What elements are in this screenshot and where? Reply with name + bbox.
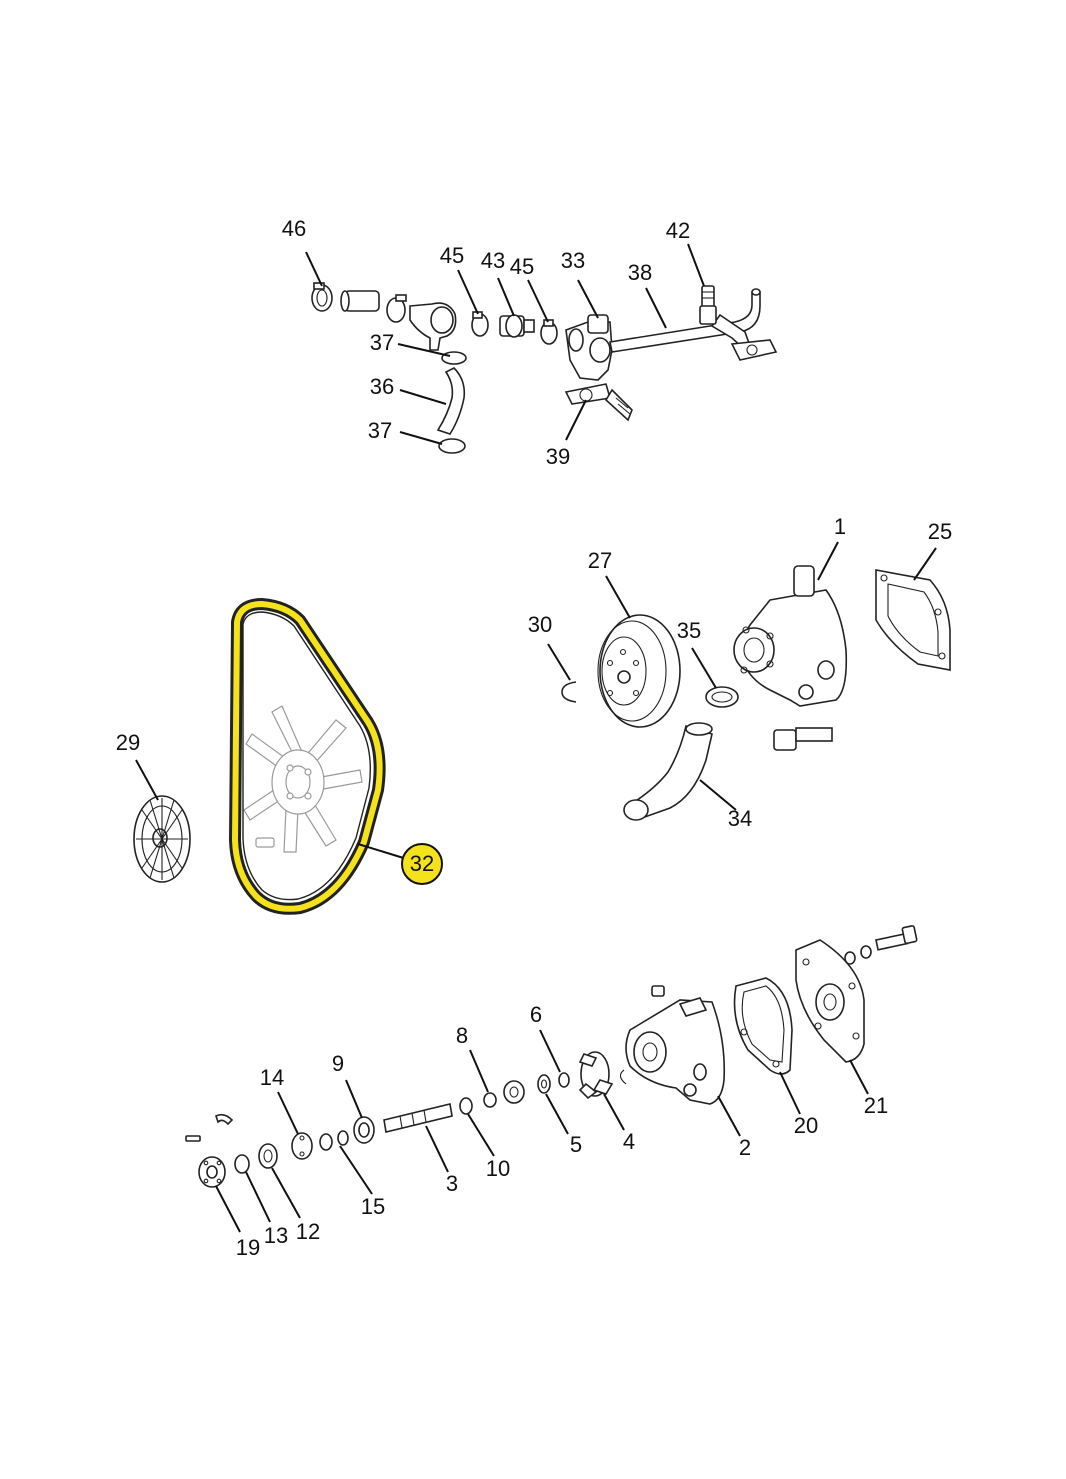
hose-clamp-35[interactable] xyxy=(705,686,739,708)
callout-10[interactable]: 10 xyxy=(486,1156,510,1181)
hose-sleeve[interactable] xyxy=(340,290,380,312)
hose-clamp-45b[interactable] xyxy=(540,319,558,345)
washer-5[interactable] xyxy=(537,1074,551,1094)
water-pump-assembly-upper xyxy=(561,565,951,821)
callout-27[interactable]: 27 xyxy=(588,548,612,573)
callout-2[interactable]: 2 xyxy=(739,1135,751,1160)
seal-6[interactable] xyxy=(558,1072,570,1088)
callout-32-highlighted[interactable]: 32 xyxy=(401,843,443,885)
fan-blades xyxy=(243,705,363,853)
callout-32: 32 xyxy=(410,851,434,876)
fan-drive-assembly xyxy=(133,598,386,915)
flange-gasket-39[interactable] xyxy=(564,383,633,422)
callout-labels: 46 45 43 45 33 38 42 37 36 37 39 1 25 27… xyxy=(116,216,952,1260)
callout-20[interactable]: 20 xyxy=(794,1113,818,1138)
drive-belt-32[interactable] xyxy=(229,598,386,915)
seal-9[interactable] xyxy=(353,1116,375,1144)
callout-34[interactable]: 34 xyxy=(728,806,752,831)
callout-39[interactable]: 39 xyxy=(546,444,570,469)
o-ring-15[interactable] xyxy=(319,1130,349,1151)
washer[interactable] xyxy=(844,945,872,965)
gasket-20[interactable] xyxy=(733,977,793,1075)
callout-36[interactable]: 36 xyxy=(370,374,394,399)
callout-3[interactable]: 3 xyxy=(446,1171,458,1196)
callout-12[interactable]: 12 xyxy=(296,1219,320,1244)
elbow-fitting-42[interactable] xyxy=(699,285,717,325)
thermostat-housing-33[interactable] xyxy=(565,314,613,381)
washer-10[interactable] xyxy=(459,1097,473,1115)
water-pump-exploded xyxy=(185,925,918,1188)
hose-clamp-37[interactable] xyxy=(441,351,467,365)
hose-clamp[interactable] xyxy=(386,294,407,323)
viscous-fan-clutch-29[interactable] xyxy=(133,795,191,883)
pump-housing-2[interactable] xyxy=(619,985,726,1105)
hose-clamp-37b[interactable] xyxy=(438,438,466,454)
callout-25[interactable]: 25 xyxy=(928,519,952,544)
coolant-pipe-38[interactable] xyxy=(609,288,761,353)
tee-fitting[interactable] xyxy=(409,302,457,351)
union-fitting-43[interactable] xyxy=(499,314,535,338)
clip[interactable] xyxy=(215,1113,234,1126)
callout-5[interactable]: 5 xyxy=(570,1132,582,1157)
coolant-pipe-assembly xyxy=(311,282,778,454)
bolt[interactable] xyxy=(875,925,918,951)
callout-33[interactable]: 33 xyxy=(561,248,585,273)
callout-1[interactable]: 1 xyxy=(834,514,846,539)
callout-43[interactable]: 43 xyxy=(481,248,505,273)
pipe-flange[interactable] xyxy=(730,339,778,361)
circlip-30[interactable] xyxy=(561,681,577,703)
callout-8[interactable]: 8 xyxy=(456,1023,468,1048)
callout-38[interactable]: 38 xyxy=(628,260,652,285)
callout-42[interactable]: 42 xyxy=(666,218,690,243)
callout-13[interactable]: 13 xyxy=(264,1223,288,1248)
callout-37b[interactable]: 37 xyxy=(368,418,392,443)
hose-34[interactable] xyxy=(623,722,713,821)
pulley-27[interactable] xyxy=(597,614,681,728)
callout-4[interactable]: 4 xyxy=(623,1129,635,1154)
callout-19[interactable]: 19 xyxy=(236,1235,260,1260)
ring-13[interactable] xyxy=(234,1154,250,1174)
callout-9[interactable]: 9 xyxy=(332,1051,344,1076)
callout-15[interactable]: 15 xyxy=(361,1194,385,1219)
hub-flange-14[interactable] xyxy=(291,1132,313,1160)
hose-clamp-45[interactable] xyxy=(471,311,489,337)
hose-36[interactable] xyxy=(436,367,466,435)
gasket-25[interactable] xyxy=(875,569,951,671)
water-pump-1[interactable] xyxy=(733,565,848,707)
callout-6[interactable]: 6 xyxy=(530,1002,542,1027)
callout-29[interactable]: 29 xyxy=(116,730,140,755)
impeller-4[interactable] xyxy=(578,1051,614,1100)
callout-46[interactable]: 46 xyxy=(282,216,306,241)
callout-35[interactable]: 35 xyxy=(677,618,701,643)
callout-45[interactable]: 45 xyxy=(440,243,464,268)
pump-cover-21[interactable] xyxy=(795,939,865,1063)
hub-19[interactable] xyxy=(198,1156,226,1188)
bearing-8[interactable] xyxy=(483,1080,525,1108)
shaft-3[interactable] xyxy=(383,1103,453,1133)
callout-21[interactable]: 21 xyxy=(864,1093,888,1118)
bolt[interactable] xyxy=(773,727,833,751)
callout-37[interactable]: 37 xyxy=(370,330,394,355)
ring-12[interactable] xyxy=(258,1143,278,1169)
pin[interactable] xyxy=(185,1135,201,1142)
callout-45b[interactable]: 45 xyxy=(510,254,534,279)
hose-clamp-46[interactable] xyxy=(311,282,333,312)
callout-14[interactable]: 14 xyxy=(260,1065,284,1090)
leader-lines xyxy=(135,243,937,1233)
callout-30[interactable]: 30 xyxy=(528,612,552,637)
